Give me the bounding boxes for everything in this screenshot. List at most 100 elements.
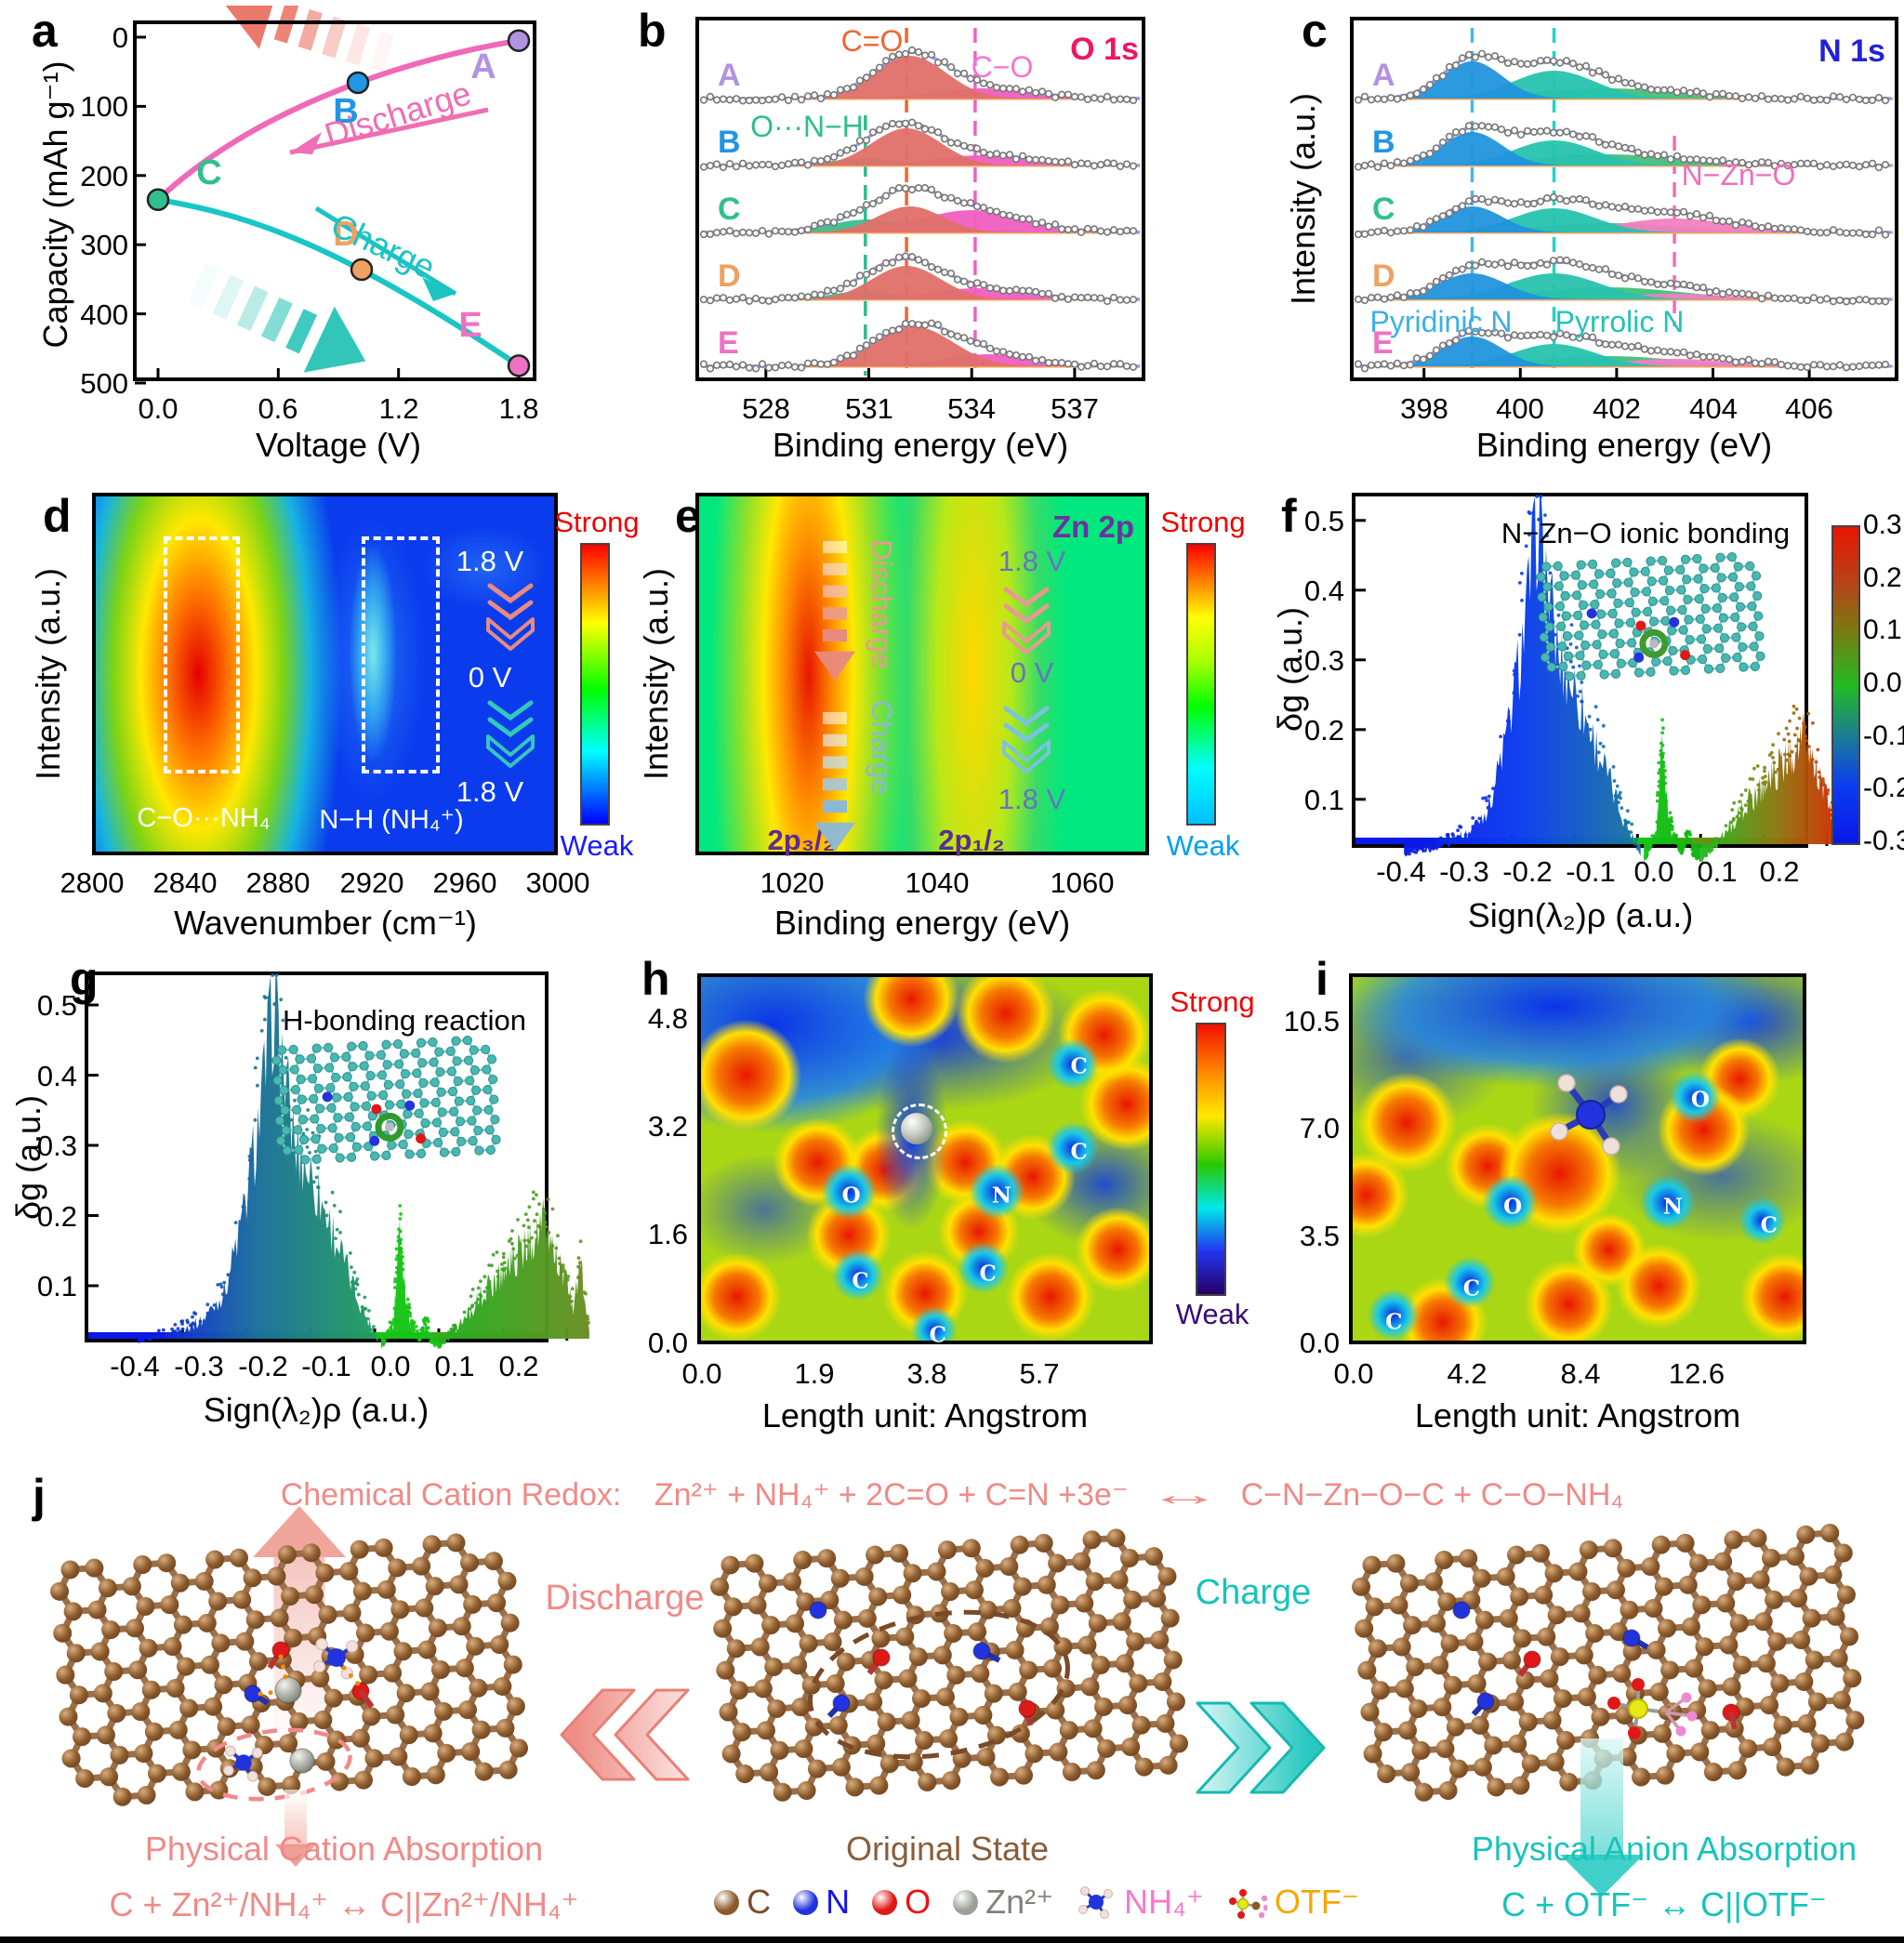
ytick: 0.4: [36, 1060, 77, 1092]
colorbar-strong: Strong: [1170, 985, 1255, 1018]
ytick: 300: [80, 229, 128, 261]
xtick: 537: [1051, 392, 1099, 425]
xtick: 12.6: [1668, 1357, 1726, 1390]
peak-label-cso: C−O: [971, 50, 1034, 84]
panel-b-xlabel: Binding energy (eV): [772, 426, 1069, 464]
svg-text:B: B: [718, 125, 741, 160]
xtick: -0.2: [238, 1350, 288, 1382]
xtick: 0.0: [681, 1357, 722, 1390]
panel-j-canvas: [0, 1469, 1904, 1943]
panel-i-label: i: [1316, 953, 1329, 1005]
atom-label-C: C: [1070, 1053, 1088, 1079]
svg-text:D: D: [333, 215, 358, 254]
center-title: Original State: [845, 1830, 1050, 1868]
ytick: 0.3: [1303, 644, 1344, 677]
xtick: -0.1: [1566, 855, 1616, 888]
atom-label-C: C: [929, 1322, 946, 1348]
xtick: 5.7: [1019, 1357, 1060, 1390]
v-label: 0 V: [1010, 656, 1054, 689]
redox-rhs: C−N−Zn−O−C + C−O−NH₄: [1240, 1477, 1624, 1513]
atom-labels: O O N C C C: [1353, 977, 1803, 1341]
cbar-tick: -0.2: [1863, 773, 1904, 803]
cbar-tick: 0.0: [1863, 667, 1902, 698]
v-label: 1.8 V: [456, 545, 524, 577]
atom-labels: O N C C C C C: [701, 977, 1149, 1347]
charge-label: Charge: [1195, 1573, 1312, 1612]
panel-d-heatmap: 1.8 V 0 V 1.8 V C−O···NH₄ N−H (NH₄⁺): [92, 493, 558, 855]
xtick: 3.8: [906, 1357, 947, 1390]
xtick: 0.1: [434, 1350, 475, 1382]
svg-text:B: B: [1372, 125, 1395, 160]
peak-label-co: C=O: [840, 24, 904, 58]
panel-i-xlabel: Length unit: Angstrom: [1414, 1396, 1741, 1434]
atom-label-C: C: [1070, 1139, 1088, 1165]
xtick: 0.6: [258, 392, 298, 425]
ytick: 7.0: [1299, 1112, 1340, 1144]
panel-f-label: f: [1281, 490, 1297, 542]
peak-label-pyrrolic: Pyrrolic N: [1554, 305, 1685, 338]
panel-e-xlabel: Binding energy (eV): [774, 904, 1071, 942]
legend: C N O Zn²⁺ NH₄⁺ OTF⁻: [693, 1882, 1381, 1923]
panel-e: e Intensity (a.u.) Zn 2p 1.8 V 0 V 1.8 V…: [637, 483, 1274, 958]
legend-label: OTF⁻: [1274, 1883, 1359, 1921]
panel-h-label: h: [641, 953, 670, 1005]
xtick: -0.3: [174, 1350, 224, 1382]
panel-a-canvas: A B C D E: [19, 0, 576, 475]
xtick: 1060: [1050, 866, 1115, 899]
panel-b-title: O 1s: [1070, 32, 1139, 67]
panel-j: j Chemical Cation Redox: Zn²⁺ + NH₄⁺ + 2…: [0, 1469, 1904, 1943]
ytick: 400: [80, 298, 128, 331]
legend-item-O: O: [872, 1883, 931, 1922]
redox-lhs: Zn²⁺ + NH₄⁺ + 2C=O + C=N +3e⁻: [654, 1477, 1129, 1513]
svg-text:D: D: [718, 258, 741, 294]
legend-label: C: [747, 1883, 772, 1921]
figure-bottom-border: [0, 1936, 1904, 1943]
panel-d-xlabel: Wavenumber (cm⁻¹): [174, 904, 477, 942]
ytick: 100: [80, 90, 128, 123]
ytick: 200: [80, 160, 128, 192]
legend-label: NH₄⁺: [1124, 1883, 1204, 1921]
colorbar: [1196, 1023, 1226, 1296]
legend-item-N: N: [793, 1883, 850, 1922]
atom-label-C: C: [979, 1261, 997, 1287]
ytick: 4.8: [647, 1002, 688, 1035]
colorbar-weak: Weak: [1166, 829, 1240, 862]
panel-d-overlay: [96, 496, 562, 859]
ytick: 1.6: [647, 1218, 688, 1250]
ytick: 0.2: [1303, 714, 1344, 747]
ytick: 0.1: [1303, 784, 1344, 816]
xtick: 0.1: [1697, 855, 1738, 888]
ytick: 3.5: [1299, 1220, 1340, 1252]
legend-icon-Zn²⁺: [953, 1889, 979, 1915]
xtick: -0.2: [1502, 855, 1553, 888]
cbar-tick: 0.3: [1863, 509, 1902, 540]
left-title: Physical Cation Absorption: [144, 1830, 544, 1868]
ytick: 0.0: [1299, 1327, 1340, 1359]
redox-title: Chemical Cation Redox:: [280, 1477, 622, 1513]
panel-f: f δg (a.u.) N−Zn−O ionic bonding 0.5 0.4…: [1271, 483, 1904, 958]
xtick: -0.4: [1376, 855, 1426, 888]
legend-item-NH₄⁺: NH₄⁺: [1076, 1882, 1204, 1923]
colorbar-weak: Weak: [1175, 1298, 1250, 1330]
xtick: 8.4: [1560, 1357, 1601, 1390]
atom-label-C: C: [852, 1268, 869, 1294]
atom-label-C: C: [1385, 1309, 1403, 1335]
xtick: 531: [845, 392, 893, 425]
dashed-box-2: [362, 536, 440, 773]
xtick: 1.2: [378, 392, 419, 425]
panel-g-xlabel: Sign(λ₂)ρ (a.u.): [203, 1391, 430, 1429]
peak-label-nzno: N−Zn−O: [1681, 158, 1796, 192]
panel-g-title: H-bonding reaction: [283, 1004, 526, 1037]
panel-f-canvas: [1274, 483, 1904, 958]
svg-text:E: E: [458, 306, 482, 345]
legend-icon-C: [714, 1889, 740, 1915]
svg-text:E: E: [718, 325, 739, 361]
cbar-tick: -0.3: [1863, 826, 1904, 856]
panel-a-xlabel: Voltage (V): [255, 426, 422, 464]
legend-icon-OTF⁻: [1226, 1882, 1270, 1923]
xtick: 2880: [245, 866, 311, 899]
colorbar: [580, 543, 610, 826]
panel-d-label: d: [43, 490, 72, 542]
panel-i-heatmap: O O N C C C: [1349, 973, 1806, 1344]
